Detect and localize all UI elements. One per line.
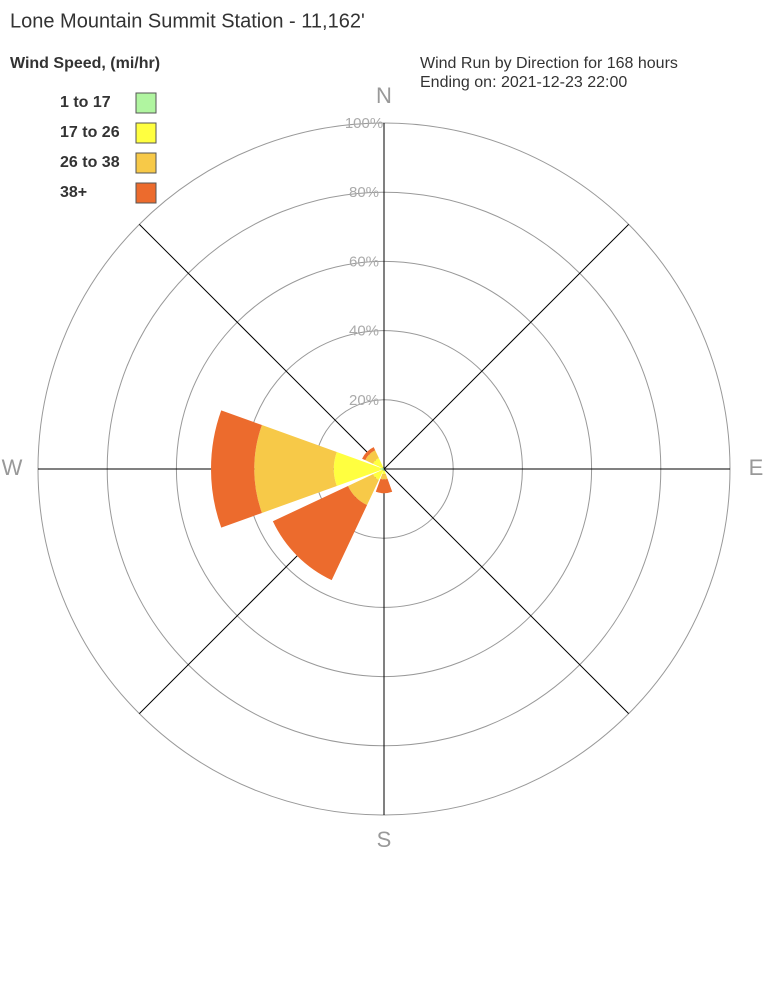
wedge	[375, 478, 393, 494]
wedge	[380, 473, 388, 480]
ring-label: 60%	[349, 253, 379, 270]
chart-title: Lone Mountain Summit Station - 11,162'	[10, 10, 365, 32]
wedge	[333, 452, 381, 486]
wedge	[272, 485, 368, 581]
legend-label: 26 to 38	[60, 154, 120, 171]
direction-label: W	[2, 455, 23, 480]
legend-swatch	[135, 122, 157, 144]
wedge	[210, 410, 262, 528]
legend-swatch	[135, 92, 157, 114]
wedge	[347, 474, 379, 506]
wedge	[373, 458, 384, 469]
legend-label: 38+	[60, 184, 87, 201]
ring-label: 40%	[349, 323, 379, 340]
wedge	[380, 467, 384, 471]
ring-label: 100%	[345, 115, 383, 132]
spoke	[138, 223, 385, 470]
wedge	[382, 467, 384, 469]
wedge	[254, 425, 337, 513]
spoke	[383, 223, 630, 470]
subtitle: Ending on: 2021-12-23 22:00	[420, 74, 627, 91]
ring-label: 20%	[349, 392, 379, 409]
ring-label: 80%	[349, 184, 379, 201]
legend-title: Wind Speed, (mi/hr)	[10, 55, 160, 72]
direction-label: N	[376, 83, 392, 108]
direction-label: S	[377, 827, 392, 852]
wedge	[362, 447, 376, 461]
spoke	[383, 468, 630, 715]
wedge	[382, 470, 386, 475]
legend-label: 17 to 26	[60, 124, 120, 141]
legend-swatch	[135, 182, 157, 204]
wedge	[365, 450, 379, 464]
subtitle: Wind Run by Direction for 168 hours	[420, 55, 678, 72]
legend-label: 1 to 17	[60, 94, 111, 111]
legend-swatch	[135, 152, 157, 174]
direction-label: E	[749, 455, 764, 480]
wedge	[383, 469, 385, 471]
wedge	[373, 469, 384, 480]
wedge	[382, 469, 384, 471]
